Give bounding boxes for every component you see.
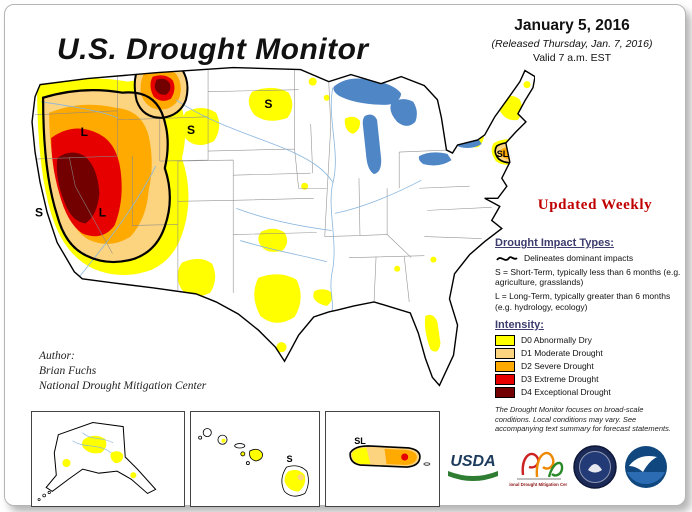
legend-item-d0: D0 Abnormally Dry bbox=[495, 334, 692, 347]
legend-item-d1: D1 Moderate Drought bbox=[495, 347, 692, 360]
d0-swatch bbox=[495, 334, 515, 346]
lake-huron bbox=[390, 99, 417, 126]
puerto-rico-map: SL bbox=[349, 436, 431, 468]
delineates-label: Delineates dominant impacts bbox=[524, 253, 634, 263]
impact-type-labels: L S L S S SL bbox=[35, 97, 509, 220]
island-maui bbox=[249, 448, 263, 462]
d2-label: D2 Severe Drought bbox=[521, 361, 594, 372]
alaska-inset bbox=[31, 411, 185, 507]
label-long-term-nevada: L bbox=[99, 205, 106, 219]
intensity-heading: Intensity: bbox=[495, 318, 544, 331]
alaska-d0-patches bbox=[62, 435, 137, 479]
us-outline bbox=[31, 66, 535, 387]
aleutian-islands bbox=[37, 490, 51, 502]
us-drought-map: L S L S S SL bbox=[31, 66, 535, 387]
page-frame: U.S. Drought Monitor January 5, 2016 (Re… bbox=[4, 4, 689, 507]
map-disclaimer: The Drought Monitor focuses on broad-sca… bbox=[495, 404, 671, 434]
svg-text:National Drought Mitigation Ce: National Drought Mitigation Center bbox=[509, 482, 567, 487]
d1-swatch bbox=[495, 347, 515, 359]
squiggle-line-icon bbox=[496, 256, 518, 261]
legend-item-d3: D3 Extreme Drought bbox=[495, 373, 692, 386]
hawaii-inset: S bbox=[190, 411, 320, 507]
state-borders bbox=[35, 67, 492, 302]
label-short-term-dakotas: S bbox=[264, 97, 272, 111]
svg-text:USDA: USDA bbox=[450, 453, 495, 470]
island-kauai bbox=[202, 428, 212, 438]
rivers bbox=[41, 87, 422, 312]
label-short-term-wyoming: S bbox=[187, 123, 195, 137]
author-label: Author: bbox=[39, 350, 75, 362]
map-interior bbox=[35, 67, 531, 353]
puerto-rico-inset: SL bbox=[325, 411, 440, 507]
release-date: (Released Thursday, Jan. 7, 2016) bbox=[491, 38, 653, 50]
label-long-term-oregon: L bbox=[81, 125, 88, 139]
label-short-term-california: S bbox=[35, 205, 43, 219]
delineates-row: Delineates dominant impacts bbox=[495, 252, 692, 264]
island-vieques bbox=[423, 462, 431, 466]
drought-d4-west bbox=[56, 152, 100, 224]
d2-swatch bbox=[495, 360, 515, 372]
date-block: January 5, 2016 (Released Thursday, Jan.… bbox=[455, 17, 689, 64]
alaska-map bbox=[37, 422, 157, 502]
d4-label: D4 Exceptional Drought bbox=[521, 387, 611, 398]
lake-superior bbox=[333, 78, 402, 105]
noaa-logo-icon bbox=[625, 446, 667, 488]
hawaii-impact-label: S bbox=[286, 454, 292, 464]
legend-item-d4: D4 Exceptional Drought bbox=[495, 386, 692, 399]
d4-swatch bbox=[495, 386, 515, 398]
author-org: National Drought Mitigation Center bbox=[39, 379, 207, 392]
commerce-seal-icon bbox=[573, 445, 617, 489]
map-date: January 5, 2016 bbox=[514, 17, 630, 34]
lake-erie bbox=[418, 152, 452, 166]
d3-swatch bbox=[495, 373, 515, 385]
impact-types-heading: Drought Impact Types: bbox=[495, 237, 614, 249]
island-molokai bbox=[234, 443, 246, 449]
short-term-definition: S = Short-Term, typically less than 6 mo… bbox=[495, 267, 681, 288]
agency-logos: USDA National Drought Mitigation Center bbox=[442, 435, 692, 499]
usda-logo: USDA bbox=[448, 453, 498, 481]
d3-label: D3 Extreme Drought bbox=[521, 374, 599, 385]
valid-time: Valid 7 a.m. EST bbox=[532, 52, 611, 64]
drought-d4-montana bbox=[154, 78, 171, 95]
legend-column: Drought Impact Types: Delineates dominan… bbox=[495, 237, 692, 442]
hawaii-map: S bbox=[198, 428, 309, 497]
puerto-rico-impact-label: SL bbox=[354, 436, 366, 446]
long-term-definition: L = Long-Term, typically greater than 6 … bbox=[495, 291, 671, 312]
island-kahoolawe bbox=[245, 461, 250, 465]
author-block: Author: Brian Fuchs National Drought Mit… bbox=[39, 349, 206, 394]
updated-weekly-note: Updated Weekly bbox=[537, 197, 653, 213]
legend-item-d2: D2 Severe Drought bbox=[495, 360, 692, 373]
label-shortlong-newengland: SL bbox=[497, 149, 509, 159]
ndmc-logo: National Drought Mitigation Center bbox=[509, 451, 567, 487]
d1-label: D1 Moderate Drought bbox=[521, 348, 603, 359]
island-niihau bbox=[198, 435, 203, 440]
alaska-outline bbox=[45, 422, 157, 495]
alaska-rivers bbox=[72, 432, 114, 454]
page-title: U.S. Drought Monitor bbox=[57, 33, 369, 67]
island-lanai bbox=[240, 451, 246, 457]
author-name: Brian Fuchs bbox=[39, 364, 97, 377]
drought-d0-patches bbox=[177, 77, 531, 353]
lake-michigan bbox=[362, 114, 382, 175]
d0-label: D0 Abnormally Dry bbox=[521, 335, 592, 346]
